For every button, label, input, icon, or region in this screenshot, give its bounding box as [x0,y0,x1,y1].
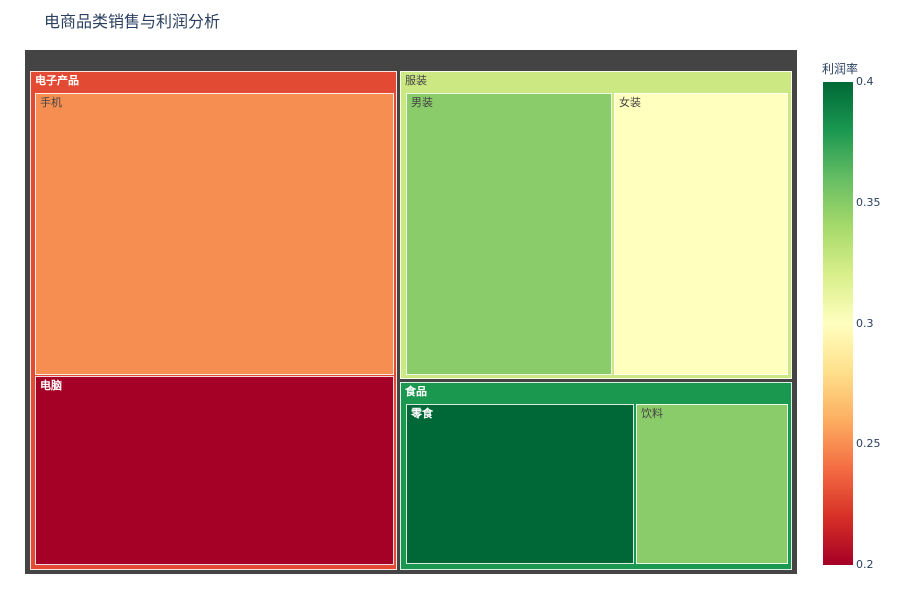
treemap-leaf-0-0-label: 手机 [40,96,62,109]
treemap-leaf-0-0[interactable]: 手机 [35,93,394,375]
treemap-leaf-1-0[interactable]: 男装 [406,93,612,375]
colorbar-tick-label: 0.4 [856,75,874,88]
chart-title: 电商品类销售与利润分析 [44,12,221,31]
treemap-leaf-0-1[interactable]: 电脑 [35,376,394,565]
treemap-leaf-2-1-label: 饮料 [641,407,663,420]
colorbar-title: 利润率 [822,62,859,76]
colorbar-tick-label: 0.2 [856,558,874,571]
treemap-category-0-label: 电子产品 [35,74,79,87]
colorbar-tick-label: 0.3 [856,316,874,330]
treemap-leaf-1-1[interactable]: 女装 [614,93,788,375]
colorbar [823,82,853,565]
treemap-leaf-2-0[interactable]: 零食 [406,404,634,564]
treemap-leaf-1-0-label: 男装 [411,96,433,109]
treemap-plot: 电子产品手机电脑 服装男装 女装食品零食 饮料 [25,50,797,574]
colorbar-tick-label: 0.35 [856,195,881,209]
treemap-category-2-label: 食品 [405,385,427,398]
treemap-leaf-2-1[interactable]: 饮料 [636,404,788,564]
treemap-leaf-1-1-label: 女装 [619,96,641,109]
colorbar-tick-label: 0.25 [856,437,881,451]
treemap-leaf-2-0-label: 零食 [411,407,433,420]
treemap-category-1-label: 服装 [405,74,427,87]
treemap-leaf-0-1-label: 电脑 [40,379,62,392]
